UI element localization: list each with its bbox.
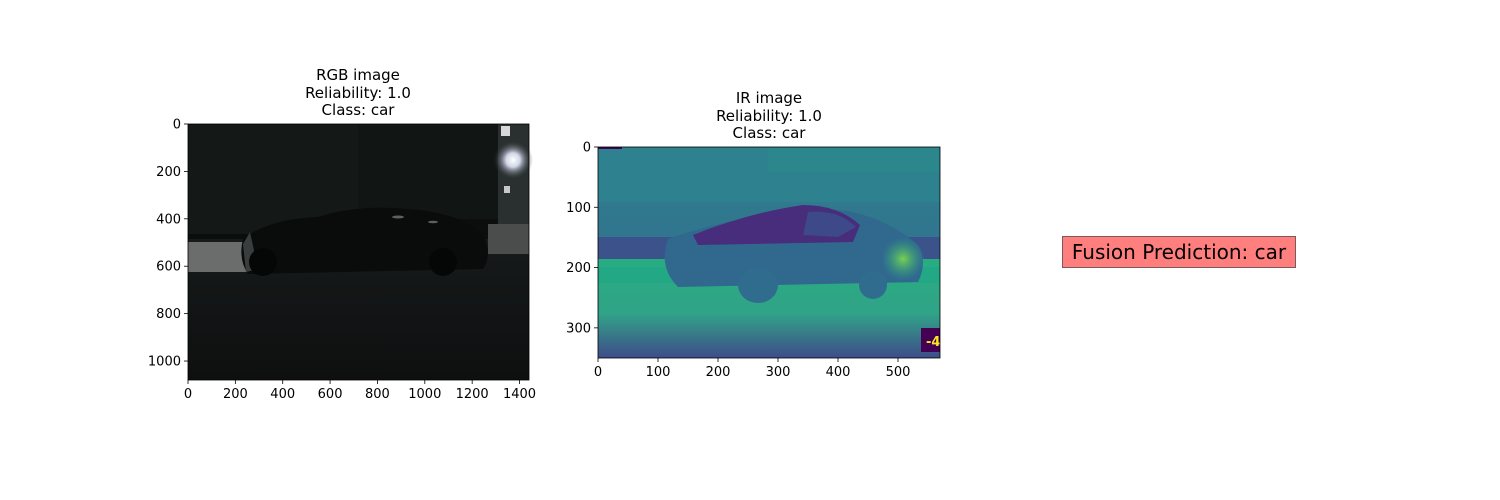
ir-title-line-2: Reliability: 1.0 [669,108,869,126]
ir-axes: -4 0 100 200 300 400 500 0 100 200 300 [550,133,970,393]
rgb_panel-x-tick-label: 600 [318,387,343,402]
ir-title-line-1: IR image [669,90,869,108]
rgb_panel-y-tick-label: 400 [156,212,181,227]
ir_panel-x-tick-label: 100 [646,365,671,380]
ir_panel-y-tick-label: 0 [583,141,591,156]
rgb-y-axis: 0 200 400 600 800 1000 [148,118,188,370]
rgb-x-axis: 0 200 400 600 800 1000 1200 1400 [184,380,536,402]
rgb_panel-x-tick-label: 800 [365,387,390,402]
ir_panel-y-tick-label: 100 [566,201,591,216]
rgb-title-line-2: Reliability: 1.0 [258,85,458,103]
rgb_panel-y-tick-label: 1000 [148,355,181,370]
rgb_panel-x-tick-label: 200 [223,387,248,402]
ir_panel-x-tick-label: 200 [706,365,731,380]
ir-y-axis: 0 100 200 300 [566,141,598,337]
rgb_panel-y-tick-label: 0 [173,118,181,133]
ir_panel-x-tick-label: 300 [766,365,791,380]
ir-image: -4 [598,147,940,358]
rgb_panel-x-tick-label: 1000 [408,387,441,402]
fusion-prediction-box: Fusion Prediction: car [1062,236,1296,268]
rgb_panel-x-tick-label: 1200 [456,387,489,402]
ir_panel-x-tick-label: 500 [886,365,911,380]
rgb-axes: 0 200 400 600 800 1000 1200 1400 0 200 400 600 800 1… [140,110,560,410]
rgb_panel-x-tick-label: 0 [184,387,192,402]
ir-x-axis: 0 100 200 300 400 500 [594,358,911,380]
rgb_panel-y-tick-label: 800 [156,307,181,322]
ir-overlay-text: -4 [926,335,940,350]
rgb_panel-y-tick-label: 200 [156,165,181,180]
ir_panel-x-tick-label: 0 [594,365,602,380]
ir_panel-x-tick-label: 400 [826,365,851,380]
rgb_panel-x-tick-label: 1400 [503,387,536,402]
ir_panel-y-tick-label: 300 [566,321,591,336]
rgb_panel-y-tick-label: 600 [156,260,181,275]
rgb_panel-x-tick-label: 400 [270,387,295,402]
rgb-title-line-1: RGB image [258,67,458,85]
rgb-image [188,124,533,380]
ir_panel-y-tick-label: 200 [566,261,591,276]
